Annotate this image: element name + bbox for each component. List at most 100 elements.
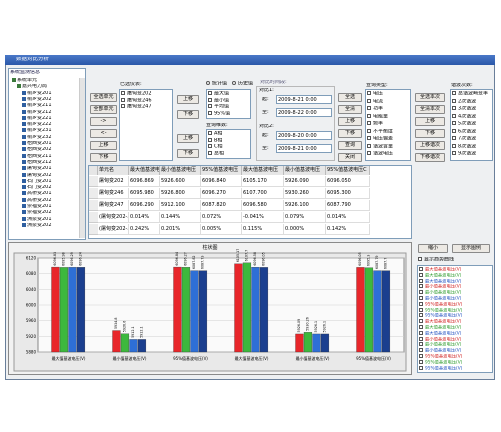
- checkbox[interactable]: [367, 136, 371, 140]
- stat-item[interactable]: 最大值: [208, 91, 229, 97]
- checkbox[interactable]: [121, 91, 125, 95]
- button[interactable]: ->: [90, 117, 117, 126]
- button[interactable]: 下移: [90, 153, 117, 162]
- trend-item[interactable]: 最小值基波电压(V): [419, 296, 461, 302]
- checkbox[interactable]: [452, 143, 456, 148]
- checkbox[interactable]: [208, 150, 212, 155]
- tree-item[interactable]: 梧西变201: [27, 141, 52, 146]
- button[interactable]: 显示图例: [452, 244, 490, 253]
- tree-item[interactable]: 梧西变211: [27, 153, 52, 159]
- trend-item[interactable]: 最小值基波电压(V): [419, 336, 461, 343]
- checkbox[interactable]: [452, 91, 456, 95]
- checkbox[interactable]: [419, 354, 423, 358]
- checkbox[interactable]: [208, 104, 212, 108]
- button[interactable]: 全选: [338, 93, 362, 102]
- button[interactable]: <-: [90, 129, 117, 138]
- query-item[interactable]: 不平衡度: [367, 128, 393, 135]
- phase-item[interactable]: 总相: [208, 150, 224, 157]
- tree-item[interactable]: 石门变201: [27, 178, 52, 184]
- checkbox[interactable]: [367, 106, 371, 110]
- button[interactable]: 下移: [415, 129, 445, 138]
- harmonic-item[interactable]: 2次谐波: [452, 98, 476, 105]
- trend-item[interactable]: 最小值基波电压(V): [419, 348, 461, 354]
- trend-item[interactable]: 95%值基波电压(V): [419, 313, 462, 319]
- query-item[interactable]: 谐波电压: [367, 151, 393, 157]
- checkbox[interactable]: [121, 97, 125, 102]
- checkbox[interactable]: [208, 91, 212, 95]
- button[interactable]: 上移谐次: [415, 141, 445, 150]
- checkbox[interactable]: [452, 106, 456, 110]
- trend-item[interactable]: 最大值基波电压(V): [419, 278, 461, 285]
- tree-item[interactable]: 桐乡变221: [27, 115, 52, 121]
- checkbox[interactable]: [208, 144, 212, 148]
- tree-item[interactable]: 嘉兴电力局: [22, 84, 48, 90]
- date-field[interactable]: 2009-8-21 0:00: [276, 144, 332, 153]
- tree-item[interactable]: 洲泉变202: [27, 222, 52, 228]
- checkbox[interactable]: [419, 348, 423, 353]
- checkbox[interactable]: [419, 272, 423, 277]
- checkbox[interactable]: [419, 336, 423, 341]
- checkbox[interactable]: [419, 330, 423, 335]
- button[interactable]: 全部单元: [90, 105, 117, 114]
- checkbox[interactable]: [419, 325, 423, 329]
- checkbox[interactable]: [452, 136, 456, 140]
- harmonic-item[interactable]: 7次谐波: [452, 136, 476, 142]
- phase-item[interactable]: B相: [208, 137, 222, 144]
- station-item[interactable]: 屠甸变202: [121, 91, 152, 97]
- stat-item[interactable]: 平均值: [208, 104, 229, 110]
- checkbox[interactable]: [419, 307, 423, 312]
- button[interactable]: 上移: [415, 117, 445, 126]
- button[interactable]: 下移: [177, 110, 199, 119]
- trend-toggle[interactable]: 显示趋势曲线: [418, 257, 454, 263]
- radio[interactable]: 历史值: [232, 81, 253, 87]
- tree-item[interactable]: 屠甸变202: [27, 172, 52, 178]
- trend-item[interactable]: 最大值基波电压(V): [419, 330, 461, 337]
- query-item[interactable]: 频率: [367, 121, 383, 127]
- button[interactable]: 关闭: [338, 153, 362, 162]
- button[interactable]: 全清: [338, 105, 362, 114]
- checkbox[interactable]: [208, 137, 212, 142]
- tree-item[interactable]: 石门变202: [27, 185, 52, 191]
- tree-item[interactable]: 桐乡变211: [27, 103, 52, 109]
- trend-item[interactable]: 最小值基波电压(V): [419, 290, 461, 296]
- checkbox[interactable]: [208, 110, 212, 115]
- harmonic-item[interactable]: 6次谐波: [452, 128, 476, 135]
- checkbox[interactable]: [367, 121, 371, 125]
- query-item[interactable]: 电流: [367, 98, 383, 105]
- query-item[interactable]: 功率: [367, 106, 383, 112]
- checkbox[interactable]: [367, 98, 371, 103]
- checkbox[interactable]: [419, 284, 423, 289]
- date-field[interactable]: 2009-8-21 0:00: [276, 95, 332, 104]
- button[interactable]: 上移: [90, 141, 117, 150]
- tree-item[interactable]: 桐乡变232: [27, 134, 52, 140]
- button[interactable]: 全清本次: [415, 105, 445, 114]
- checkbox[interactable]: [208, 131, 212, 135]
- tree-item[interactable]: 桐乡变212: [27, 109, 52, 115]
- checkbox[interactable]: [367, 151, 371, 155]
- checkbox[interactable]: [232, 81, 236, 85]
- harmonic-item[interactable]: 9次谐波: [452, 151, 476, 157]
- query-item[interactable]: 电压: [367, 91, 383, 97]
- phase-item[interactable]: A相: [208, 131, 222, 137]
- checkbox[interactable]: [206, 81, 210, 85]
- harmonic-item[interactable]: 总谐波畸变率: [452, 91, 488, 97]
- checkbox[interactable]: [367, 143, 371, 148]
- checkbox[interactable]: [452, 151, 456, 155]
- query-item[interactable]: 电能量: [367, 113, 388, 120]
- trend-item[interactable]: 最小值基波电压(V): [419, 342, 461, 348]
- checkbox[interactable]: [418, 257, 422, 261]
- button[interactable]: 上移: [177, 134, 199, 143]
- harmonic-item[interactable]: 8次谐波: [452, 143, 476, 150]
- trend-item[interactable]: 最大值基波电压(V): [419, 319, 461, 325]
- trend-item[interactable]: 最大值基波电压(V): [419, 325, 461, 331]
- checkbox[interactable]: [419, 319, 423, 324]
- trend-item[interactable]: 95%值基波电压(V): [419, 307, 462, 314]
- checkbox[interactable]: [367, 91, 371, 95]
- tree-item[interactable]: 高桥变202: [27, 197, 52, 203]
- button[interactable]: 缩小: [418, 244, 448, 253]
- checkbox[interactable]: [208, 97, 212, 102]
- button[interactable]: 下移: [177, 149, 199, 158]
- harmonic-item[interactable]: 3次谐波: [452, 106, 476, 112]
- stat-item[interactable]: 最小值: [208, 97, 229, 104]
- button[interactable]: 全选单元: [90, 93, 117, 102]
